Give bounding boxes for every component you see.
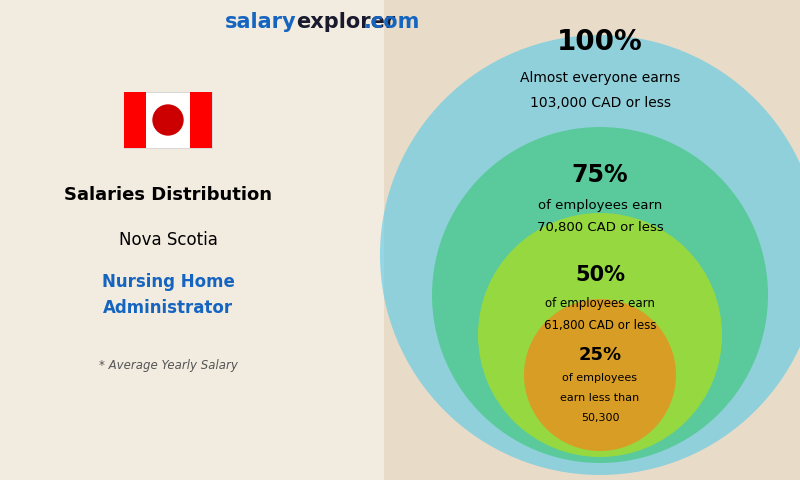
Text: of employees earn: of employees earn [538,199,662,212]
Circle shape [380,35,800,475]
Circle shape [524,299,676,451]
Text: 70,800 CAD or less: 70,800 CAD or less [537,221,663,235]
Text: 50%: 50% [575,265,625,285]
Text: explorer: explorer [296,12,395,32]
Text: 100%: 100% [557,28,643,56]
Circle shape [478,213,722,457]
Text: 61,800 CAD or less: 61,800 CAD or less [544,320,656,333]
Text: 50,300: 50,300 [581,413,619,423]
Text: earn less than: earn less than [560,393,640,403]
Text: of employees: of employees [562,373,638,383]
Text: 103,000 CAD or less: 103,000 CAD or less [530,96,670,110]
Text: * Average Yearly Salary: * Average Yearly Salary [98,359,238,372]
Text: salary: salary [224,12,296,32]
FancyBboxPatch shape [124,92,212,148]
Circle shape [152,104,184,136]
FancyBboxPatch shape [124,92,146,148]
Text: Almost everyone earns: Almost everyone earns [520,71,680,85]
Text: .com: .com [364,12,420,32]
Circle shape [432,127,768,463]
FancyBboxPatch shape [190,92,212,148]
Text: Salaries Distribution: Salaries Distribution [64,186,272,204]
Text: 75%: 75% [572,163,628,187]
Text: 25%: 25% [578,346,622,364]
FancyBboxPatch shape [0,0,384,480]
Text: Nova Scotia: Nova Scotia [118,231,218,249]
Text: of employees earn: of employees earn [545,297,655,310]
Text: Nursing Home
Administrator: Nursing Home Administrator [102,273,234,317]
